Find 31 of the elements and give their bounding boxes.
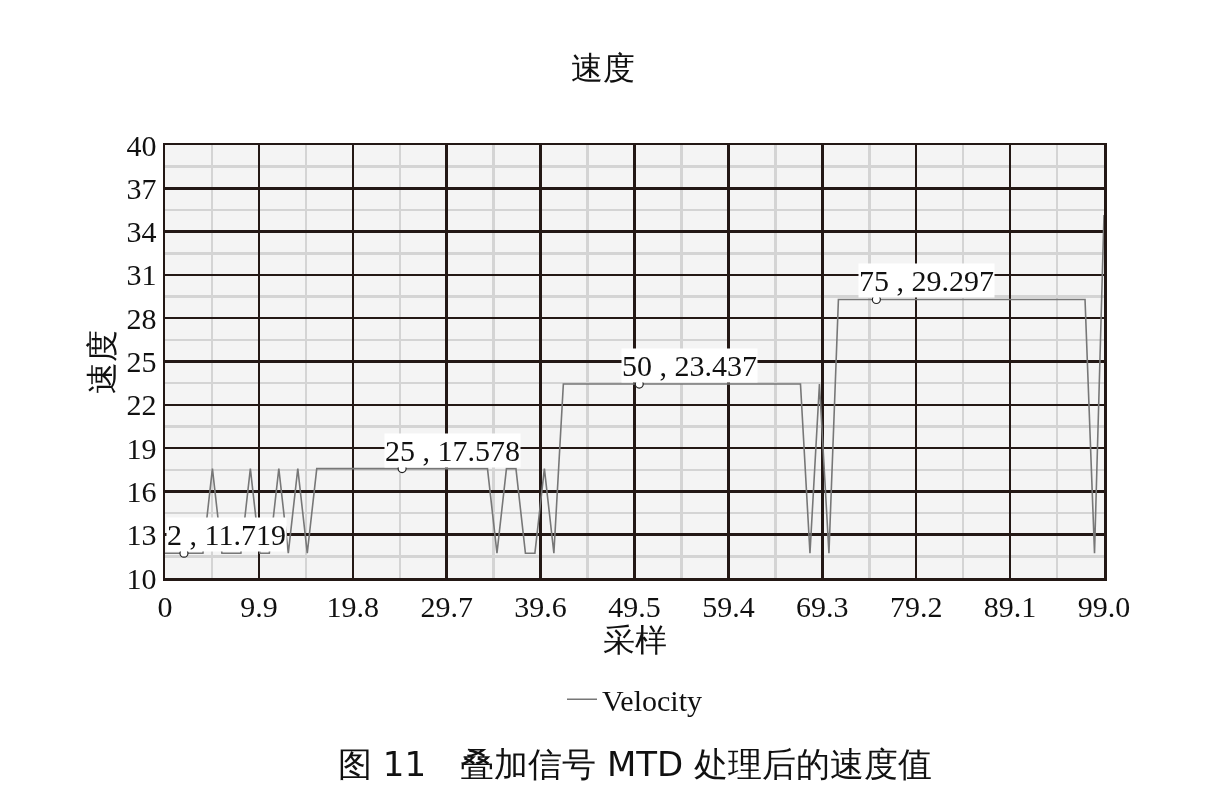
x-tick-label: 69.3: [796, 589, 849, 623]
y-tick-label: 19: [126, 431, 157, 465]
annotation: 75 , 29.297: [859, 264, 994, 297]
x-tick-label: 79.2: [889, 589, 943, 623]
x-tick-label: 39.6: [514, 589, 567, 623]
x-tick-label: 89.1: [983, 589, 1037, 623]
caption: 图 11 叠加信号 MTD 处理后的速度值: [338, 744, 932, 784]
y-tick-label: 16: [126, 474, 157, 508]
y-tick-label: 10: [126, 561, 157, 595]
x-tick-label: 0: [157, 589, 173, 623]
annotation: 25 , 17.578: [385, 434, 520, 467]
y-tick-label: 28: [126, 301, 157, 335]
y-tick-label: 13: [126, 518, 157, 552]
y-tick-label: 31: [126, 258, 157, 292]
x-tick-label: 29.7: [420, 589, 473, 623]
x-axis-title: 采样: [602, 622, 667, 659]
x-tick-label: 99.0: [1077, 589, 1131, 623]
y-tick-label: 25: [126, 345, 157, 378]
annotation: 2 , 11.719: [167, 518, 286, 551]
y-tick-label: 34: [126, 215, 157, 249]
y-tick-label: 22: [126, 388, 157, 422]
y-tick-label: 40: [126, 128, 157, 162]
y-axis-title: 速度: [83, 329, 120, 394]
legend-label: Velocity: [602, 683, 702, 717]
x-tick-label: 59.4: [702, 589, 755, 623]
annotation: 50 , 23.437: [622, 349, 757, 382]
chart-title: 速度: [570, 50, 635, 87]
x-tick-label: 49.5: [608, 589, 661, 623]
y-tick-label: 37: [126, 171, 157, 205]
x-tick-label: 19.8: [326, 589, 380, 623]
x-tick-label: 9.9: [240, 589, 278, 623]
